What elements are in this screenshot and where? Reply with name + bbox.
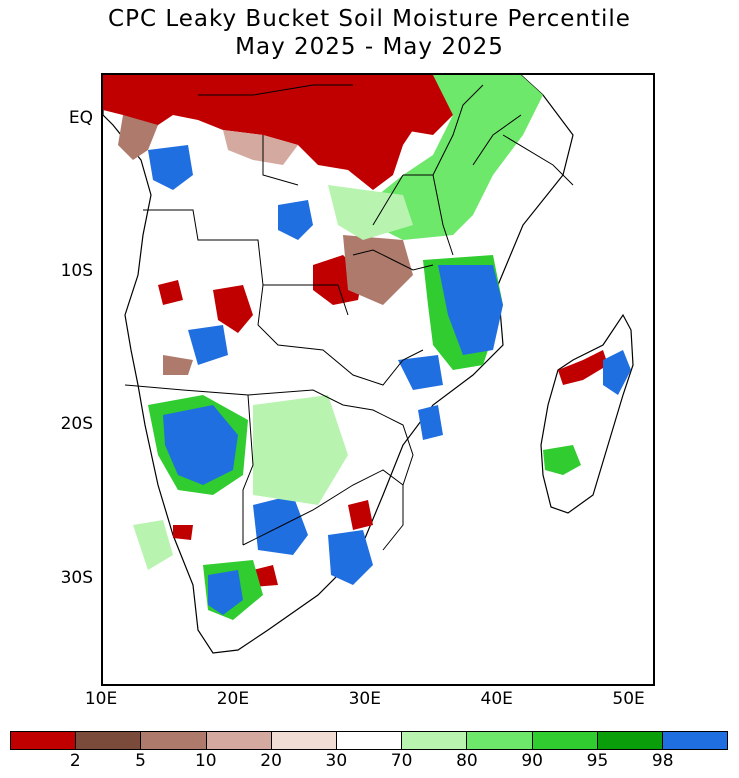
colorbar-swatch: [597, 732, 663, 749]
colorbar-swatch: [532, 732, 598, 749]
lon-tick-label: 20E: [216, 689, 250, 709]
lat-tick-label: 20S: [60, 414, 93, 435]
colorbar-tick-label: 95: [586, 751, 609, 771]
lon-tick-label: 40E: [480, 689, 513, 709]
map-title: CPC Leaky Bucket Soil Moisture Percentil…: [108, 6, 631, 32]
colorbar-tick-label: 80: [456, 751, 478, 771]
lat-tick-label: 10S: [60, 261, 93, 282]
colorbar-tick-label: 98: [651, 751, 674, 771]
lat-tick-label: EQ: [68, 107, 93, 128]
colorbar: [10, 731, 728, 750]
colorbar-tick-label: 30: [325, 751, 348, 771]
colorbar-tick-label: 90: [521, 751, 543, 771]
colorbar-swatch: [662, 732, 728, 749]
colorbar-swatch: [206, 732, 272, 749]
colorbar-tick-label: 70: [390, 751, 413, 771]
lon-tick-label: 30E: [348, 689, 381, 709]
colorbar-swatch: [402, 732, 468, 749]
map-area: [101, 73, 655, 686]
lon-tick-label: 10E: [84, 689, 118, 709]
colorbar-swatch: [76, 732, 142, 749]
colorbar-tick-label: 2: [69, 751, 81, 771]
colorbar-swatch: [11, 732, 77, 749]
colorbar-tick-label: 10: [194, 751, 217, 771]
colorbar-swatch: [141, 732, 207, 749]
soil-moisture-map: [103, 75, 634, 654]
colorbar-swatch: [467, 732, 533, 749]
lon-tick-label: 50E: [612, 689, 645, 709]
lat-tick-label: 30S: [60, 567, 93, 588]
colorbar-swatch: [271, 732, 337, 749]
wet-anomaly-regions: [133, 75, 631, 620]
country-borders: [124, 84, 574, 551]
colorbar-tick-label: 20: [260, 751, 282, 771]
colorbar-swatch: [336, 732, 403, 749]
dry-anomaly-regions: [103, 75, 608, 587]
colorbar-tick-label: 5: [135, 751, 146, 771]
map-subtitle: May 2025 - May 2025: [235, 34, 504, 60]
